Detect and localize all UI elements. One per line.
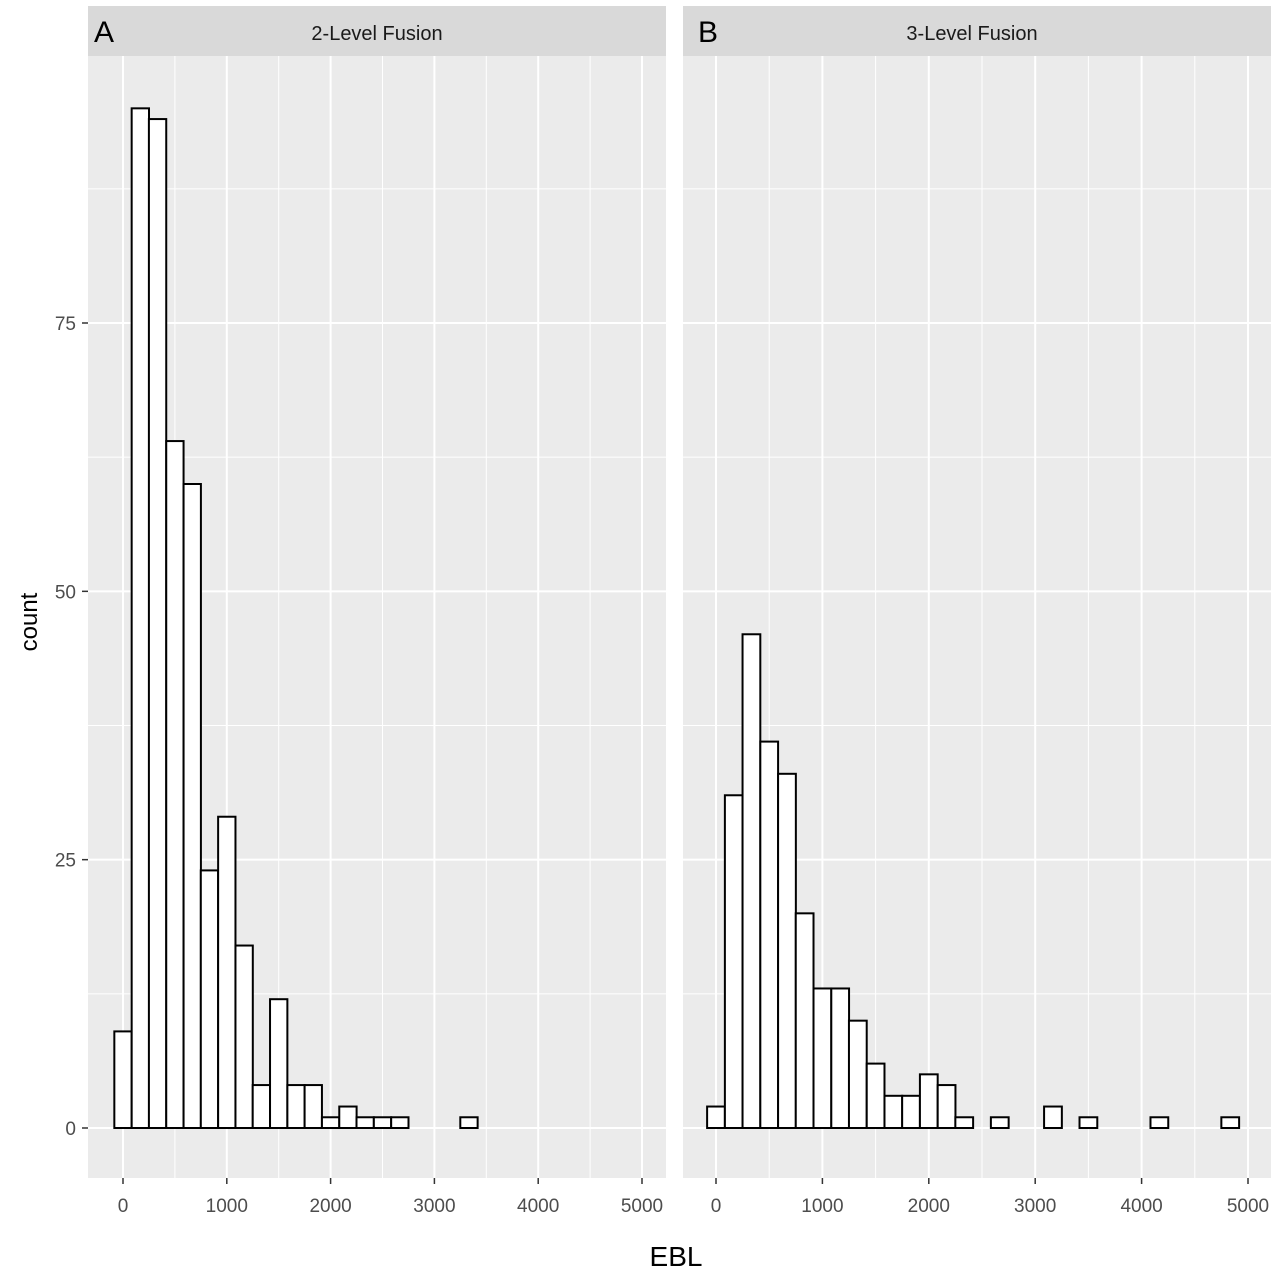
y-tick-label: 75 — [55, 314, 76, 335]
histogram-bar — [234, 944, 254, 1129]
y-axis: 0 25 50 75 — [55, 314, 88, 1140]
histogram-bar — [286, 1084, 306, 1129]
x-axis-panel-b: 0 1000 2000 3000 4000 5000 — [711, 1178, 1269, 1217]
x-tick-label: 1000 — [206, 1196, 248, 1217]
y-tick-label: 50 — [55, 582, 76, 603]
histogram-bar — [812, 987, 833, 1130]
histogram-bar — [989, 1116, 1010, 1130]
x-tick-label: 2000 — [908, 1196, 950, 1217]
y-tick-label: 25 — [55, 851, 76, 872]
x-tick-label: 4000 — [1120, 1196, 1162, 1217]
histogram-bar — [459, 1116, 479, 1130]
histogram-bar — [865, 1062, 886, 1129]
y-tick-label: 0 — [65, 1119, 76, 1140]
histogram-bar — [954, 1116, 975, 1130]
x-tick-label: 3000 — [1014, 1196, 1056, 1217]
panel-2-level: A 2-Level Fusion — [88, 6, 666, 1178]
histogram-bar — [251, 1084, 272, 1129]
histogram-bar — [338, 1105, 358, 1129]
bars — [706, 633, 1241, 1130]
histogram-bar — [147, 118, 168, 1130]
histogram-bar — [199, 869, 220, 1130]
histogram-bar — [217, 815, 237, 1129]
histogram-bar — [706, 1105, 726, 1129]
histogram-bar — [901, 1094, 921, 1130]
histogram-bar — [847, 1019, 868, 1130]
x-tick-label: 3000 — [413, 1196, 455, 1217]
histogram-bar — [182, 483, 202, 1129]
strip-background — [88, 6, 666, 56]
x-tick-label: 1000 — [801, 1196, 843, 1217]
histogram-bar — [372, 1116, 393, 1130]
x-tick-label: 5000 — [621, 1196, 663, 1217]
histogram-bar — [165, 440, 185, 1130]
histogram-bar — [1043, 1105, 1063, 1129]
panel-3-level: B 3-Level Fusion — [683, 6, 1271, 1178]
panel-letter: A — [94, 16, 114, 49]
strip-title: 2-Level Fusion — [311, 23, 442, 45]
x-tick-label: 4000 — [517, 1196, 559, 1217]
histogram-bar — [1078, 1116, 1099, 1130]
panel-letter: B — [698, 16, 718, 49]
histogram-bar — [883, 1094, 904, 1130]
histogram-bar — [1149, 1116, 1170, 1130]
histogram-bar — [741, 633, 762, 1129]
strip-title: 3-Level Fusion — [906, 23, 1037, 45]
bars — [113, 107, 479, 1130]
histogram-bar — [355, 1116, 375, 1130]
histogram-bar — [130, 107, 151, 1130]
histogram-bar — [723, 794, 744, 1129]
histogram-bar — [759, 740, 780, 1129]
x-axis-panel-a: 0 1000 2000 3000 4000 5000 — [118, 1178, 663, 1217]
histogram-bar — [303, 1084, 323, 1129]
x-tick-label: 0 — [118, 1196, 129, 1217]
x-tick-label: 0 — [711, 1196, 722, 1217]
x-axis-title: EBL — [650, 1241, 703, 1272]
histogram-bar — [918, 1073, 939, 1130]
histogram-bar — [936, 1084, 957, 1129]
histogram-bar — [320, 1116, 341, 1130]
histogram-bar — [1220, 1116, 1241, 1130]
y-axis-title: count — [16, 592, 43, 651]
histogram-bar — [390, 1116, 410, 1130]
histogram-bar — [113, 1030, 133, 1130]
histogram-bar — [777, 772, 797, 1129]
histogram-bar — [794, 912, 815, 1129]
strip-background — [683, 6, 1271, 56]
histogram-bar — [830, 987, 851, 1130]
x-tick-label: 5000 — [1227, 1196, 1269, 1217]
histogram-bar — [269, 998, 289, 1130]
x-tick-label: 2000 — [309, 1196, 351, 1217]
